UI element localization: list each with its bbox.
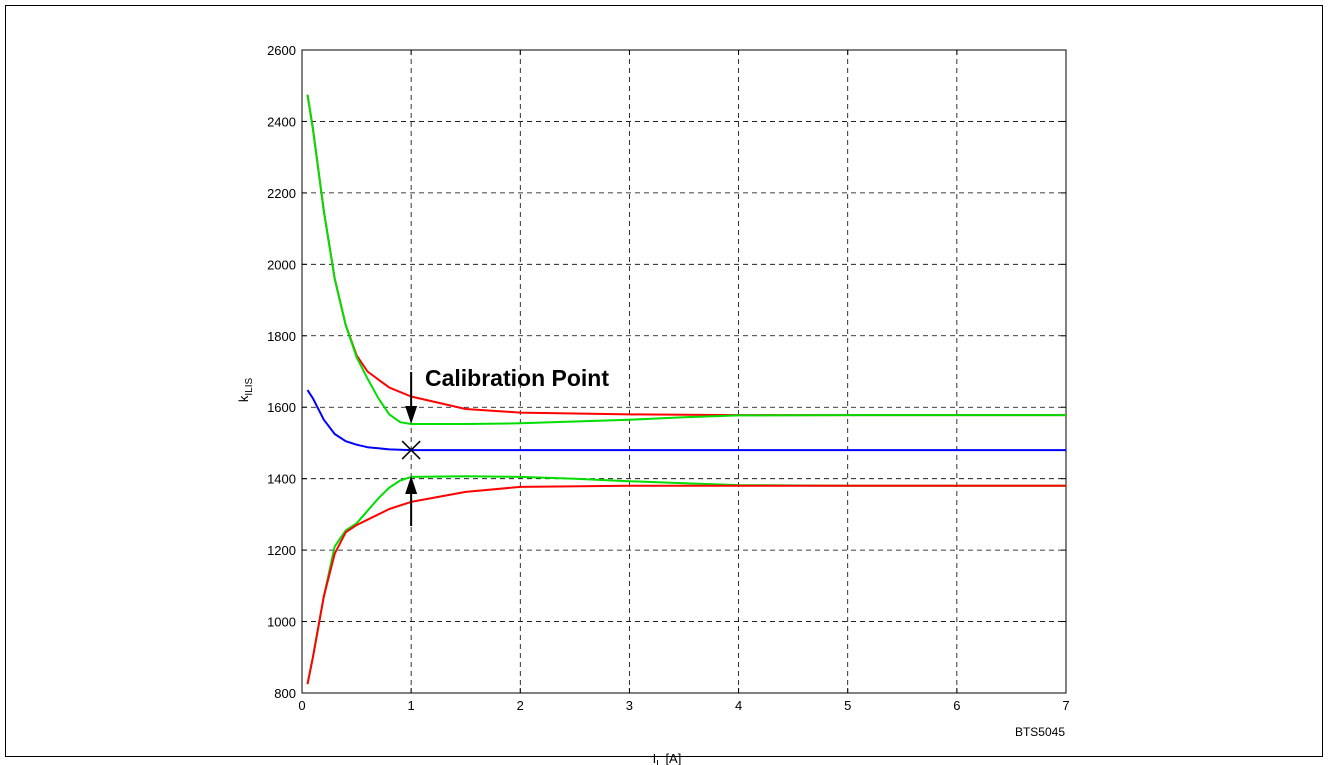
calibration-point-marker [401, 440, 421, 460]
series-line-2 [306, 94, 1066, 425]
x-axis-title-main: I [653, 751, 657, 765]
y-tick-label: 1000 [267, 615, 296, 630]
x-tick-label: 1 [408, 698, 415, 713]
series-line-5 [306, 484, 1066, 685]
y-tick-label: 800 [274, 686, 296, 701]
y-axis-title: kILIS [236, 378, 255, 403]
series-line-3 [306, 389, 1066, 452]
x-tick-label: 4 [735, 698, 742, 713]
x-tick-label: 2 [517, 698, 524, 713]
y-tick-label: 2200 [267, 186, 296, 201]
annotation-layer [401, 372, 421, 526]
calibration-point-label: Calibration Point [425, 365, 609, 391]
y-tick-label: 2000 [267, 257, 296, 272]
y-tick-label: 2400 [267, 114, 296, 129]
grid [302, 50, 1066, 693]
arrow-down [405, 372, 418, 424]
y-tick-label: 1600 [267, 400, 296, 415]
y-axis-title-sub: ILIS [244, 378, 255, 396]
x-tick-label: 7 [1062, 698, 1069, 713]
x-tick-label: 5 [844, 698, 851, 713]
y-tick-label: 1400 [267, 472, 296, 487]
plot-area-border [301, 49, 1067, 694]
series-line-1 [306, 94, 1066, 417]
x-axis-title: IL [A] [653, 751, 682, 765]
arrow-up [405, 476, 418, 526]
x-tick-label: 0 [298, 698, 305, 713]
figure-frame [5, 5, 1323, 757]
y-tick-label: 1200 [267, 543, 296, 558]
x-axis-title-sub: L [656, 759, 662, 765]
y-axis-title-main: k [236, 395, 251, 402]
x-tick-label: 6 [953, 698, 960, 713]
y-tick-label: 2600 [267, 43, 296, 58]
x-tick-label: 3 [626, 698, 633, 713]
figure-id: BTS5045 [1015, 725, 1065, 739]
y-tick-label: 1800 [267, 329, 296, 344]
axis-ticks: 0 1 2 3 4 5 6 7 800 1000 1200 1400 1600 1800 2000 2200 2… [267, 43, 1070, 713]
series-layer [306, 94, 1066, 685]
x-axis-title-unit: [A] [662, 751, 682, 765]
series-line-4 [306, 475, 1066, 685]
